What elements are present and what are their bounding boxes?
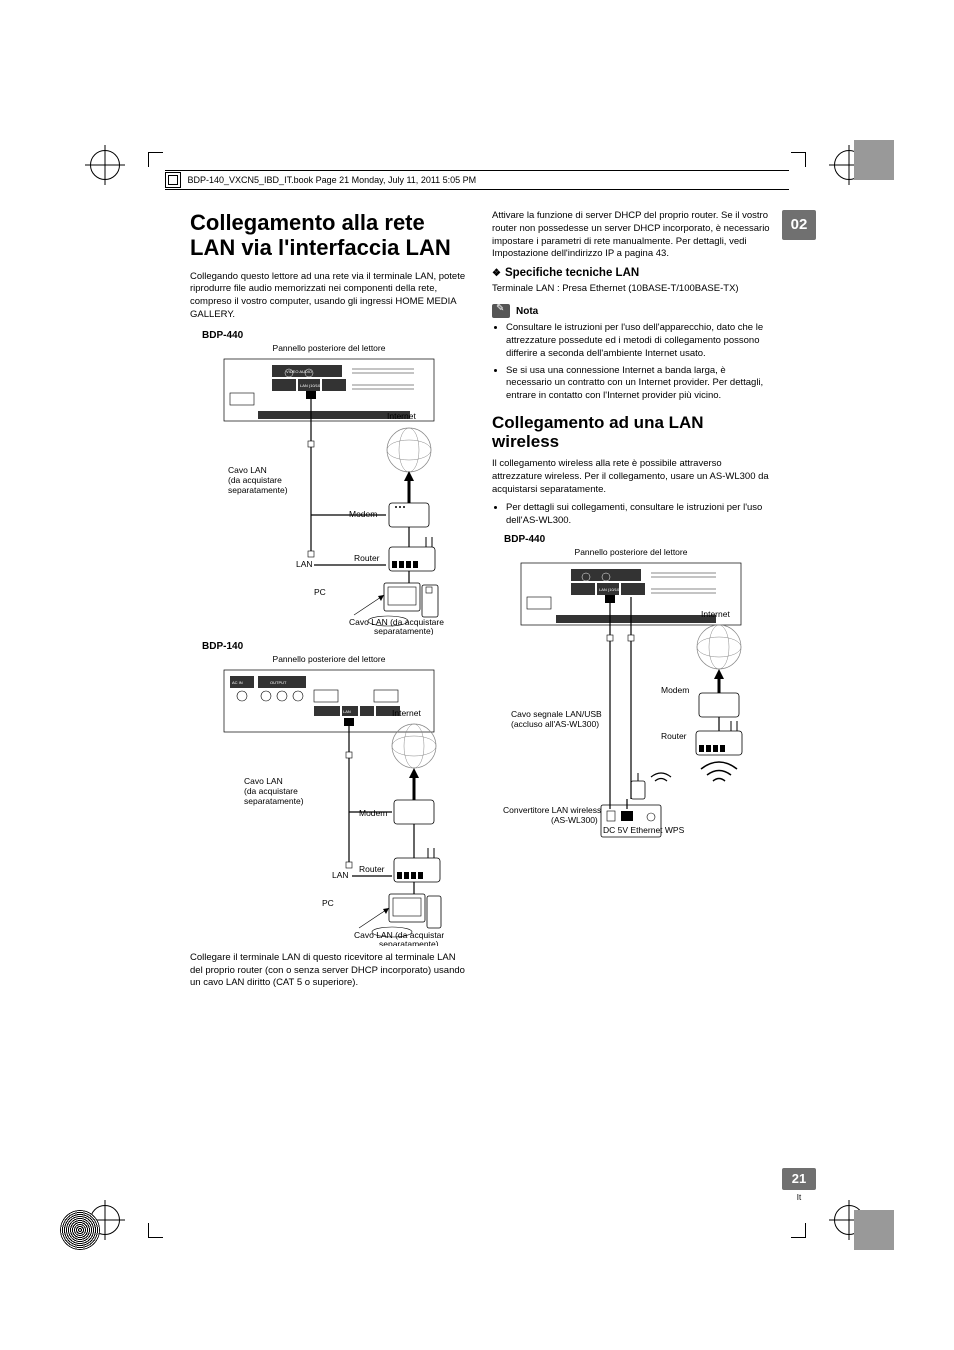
svg-text:AC IN: AC IN	[232, 680, 243, 685]
label-lan-cable: Cavo LAN(da acquistareseparatamente)	[244, 776, 304, 806]
label-converter: Convertitore LAN wireless(AS-WL300)	[503, 805, 601, 825]
note-icon	[492, 304, 510, 318]
diamond-icon: ❖	[492, 268, 501, 279]
panel-caption: Pannello posteriore del lettore	[190, 343, 468, 353]
label-internet: Internet	[387, 411, 416, 421]
crop-mark	[148, 1223, 163, 1238]
label-lan-port: LAN	[296, 559, 313, 569]
model-label: BDP-440	[202, 330, 468, 341]
model-label: BDP-140	[202, 641, 468, 652]
page-number-badge: 21	[782, 1168, 816, 1190]
crop-mark	[791, 1223, 806, 1238]
spec-heading: ❖ Specifiche tecniche LAN	[492, 267, 770, 279]
wireless-bullets: Per dettagli sui collegamenti, consultar…	[492, 502, 770, 528]
diagram-bdp440-wireless: LAN (10/100)	[501, 559, 761, 849]
spec-heading-text: Specifiche tecniche LAN	[505, 267, 639, 279]
spread-header: BDP-140_VXCN5_IBD_IT.book Page 21 Monday…	[165, 170, 789, 190]
label-lan-cable-2: Cavo LAN (da acquistareseparatamente)	[354, 930, 444, 946]
page: BDP-140_VXCN5_IBD_IT.book Page 21 Monday…	[0, 0, 954, 1350]
intro-text: Collegando questo lettore ad una rete vi…	[190, 271, 468, 322]
crop-mark	[148, 152, 163, 167]
panel-caption: Pannello posteriore del lettore	[492, 547, 770, 557]
note-label: Nota	[516, 306, 538, 317]
svg-text:LAN (10/100): LAN (10/100)	[300, 383, 324, 388]
heading-main: Collegamento alla rete LAN via l'interfa…	[190, 210, 468, 261]
label-modem: Modem	[349, 509, 377, 519]
spread-header-text: BDP-140_VXCN5_IBD_IT.book Page 21 Monday…	[188, 175, 477, 185]
left-column: Collegamento alla rete LAN via l'interfa…	[190, 210, 468, 996]
page-lang: It	[782, 1193, 816, 1202]
right-column: Attivare la funzione di server DHCP del …	[492, 210, 770, 996]
label-pc: PC	[322, 898, 334, 908]
dhcp-para-text: Attivare la funzione di server DHCP del …	[492, 210, 770, 259]
label-internet: Internet	[392, 708, 421, 718]
diagram-bdp440-lan: VIDEO AUDIO LAN (10/100)	[214, 355, 444, 635]
chapter-badge: 02	[782, 210, 816, 240]
heading-wireless: Collegamento ad una LAN wireless	[492, 413, 770, 452]
diagram-bdp140-lan: AC IN OUTPUT LAN	[214, 666, 444, 946]
note-list: Consultare le istruzioni per l'uso dell'…	[492, 322, 770, 403]
registration-mark	[90, 150, 120, 185]
label-modem: Modem	[661, 685, 689, 695]
print-patch	[854, 1210, 894, 1250]
wireless-para: Il collegamento wireless alla rete è pos…	[492, 458, 770, 496]
svg-text:VIDEO AUDIO: VIDEO AUDIO	[286, 369, 312, 374]
note-item: Se si usa una connessione Internet a ban…	[506, 365, 770, 403]
wireless-bullet: Per dettagli sui collegamenti, consultar…	[506, 502, 770, 528]
note-header: Nota	[492, 304, 770, 318]
spec-line: Terminale LAN : Presa Ethernet (10BASE-T…	[492, 283, 770, 296]
label-router: Router	[661, 731, 687, 741]
svg-text:OUTPUT: OUTPUT	[270, 680, 287, 685]
label-pc: PC	[314, 587, 326, 597]
note-item: Consultare le istruzioni per l'uso dell'…	[506, 322, 770, 360]
model-label: BDP-440	[504, 534, 770, 545]
print-patch	[60, 1210, 100, 1250]
label-lan-cable-2: Cavo LAN (da acquistareseparatamente)	[349, 617, 444, 635]
label-router: Router	[359, 864, 385, 874]
svg-text:LAN: LAN	[343, 709, 351, 714]
svg-text:LAN (10/100): LAN (10/100)	[599, 587, 623, 592]
label-router: Router	[354, 553, 380, 563]
closing-text: Collegare il terminale LAN di questo ric…	[190, 952, 468, 990]
label-lan-cable: Cavo LAN(da acquistareseparatamente)	[228, 465, 288, 495]
label-lan-port: LAN	[332, 870, 349, 880]
crop-mark	[791, 152, 806, 167]
panel-caption: Pannello posteriore del lettore	[190, 654, 468, 664]
dhcp-para: Attivare la funzione di server DHCP del …	[492, 210, 770, 261]
label-usb-cable: Cavo segnale LAN/USB(accluso all'AS-WL30…	[511, 709, 602, 729]
print-patch	[854, 140, 894, 180]
label-modem: Modem	[359, 808, 387, 818]
label-conv-ports: DC 5V Ethernet WPS	[603, 825, 685, 835]
content-columns: Collegamento alla rete LAN via l'interfa…	[190, 210, 770, 996]
label-internet: Internet	[701, 609, 730, 619]
